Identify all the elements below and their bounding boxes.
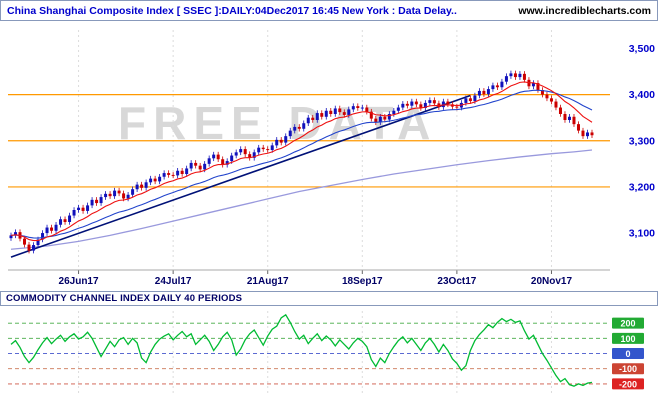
cci-axis-label-box <box>612 332 644 344</box>
ma-slow-line <box>10 89 593 239</box>
long-ma-line <box>10 149 593 250</box>
header-bar: China Shanghai Composite Index [ SSEC ]:… <box>0 0 658 21</box>
x-axis-label: 23Oct17 <box>437 276 476 287</box>
price-axis-label: 3,200 <box>629 181 655 193</box>
cci-axis-label-box <box>612 363 644 375</box>
cci-axis-label-box <box>612 378 644 390</box>
site-label: www.incrediblecharts.com <box>518 4 651 17</box>
x-axis-label: 18Sep17 <box>342 276 383 287</box>
cci-axis-label: 100 <box>620 334 635 344</box>
x-axis-label: 21Aug17 <box>247 276 289 287</box>
cci-axis-label: -200 <box>619 379 637 389</box>
cci-title-label: COMMODITY CHANNEL INDEX DAILY 40 PERIODS <box>6 293 243 304</box>
chart-title: China Shanghai Composite Index [ SSEC ]:… <box>7 4 457 17</box>
trendline <box>10 94 471 258</box>
cci-axis-label: 200 <box>620 319 635 329</box>
cci-axis-label-box <box>612 348 644 360</box>
vertical-gridlines <box>78 30 552 393</box>
x-axis-label: 26Jun17 <box>59 276 99 287</box>
x-axis-labels: 26Jun17 24Jul17 21Aug17 18Sep17 23Oct17 20Nov… <box>59 276 573 287</box>
ma-fast-line <box>10 81 593 242</box>
cci-axis-label: 0 <box>625 349 630 359</box>
price-axis-label: 3,400 <box>629 89 655 101</box>
price-axis-label: 3,500 <box>629 43 655 55</box>
x-axis-label: 20Nov17 <box>531 276 573 287</box>
cci-axis-label-box <box>612 317 644 329</box>
cci-axis-label: -100 <box>619 364 637 374</box>
cci-line <box>10 313 593 387</box>
price-axis-label: 3,300 <box>629 135 655 147</box>
cci-title-bar: COMMODITY CHANNEL INDEX DAILY 40 PERIODS <box>0 291 658 306</box>
price-axis-label: 3,100 <box>629 228 655 240</box>
x-axis-label: 24Jul17 <box>155 276 192 287</box>
